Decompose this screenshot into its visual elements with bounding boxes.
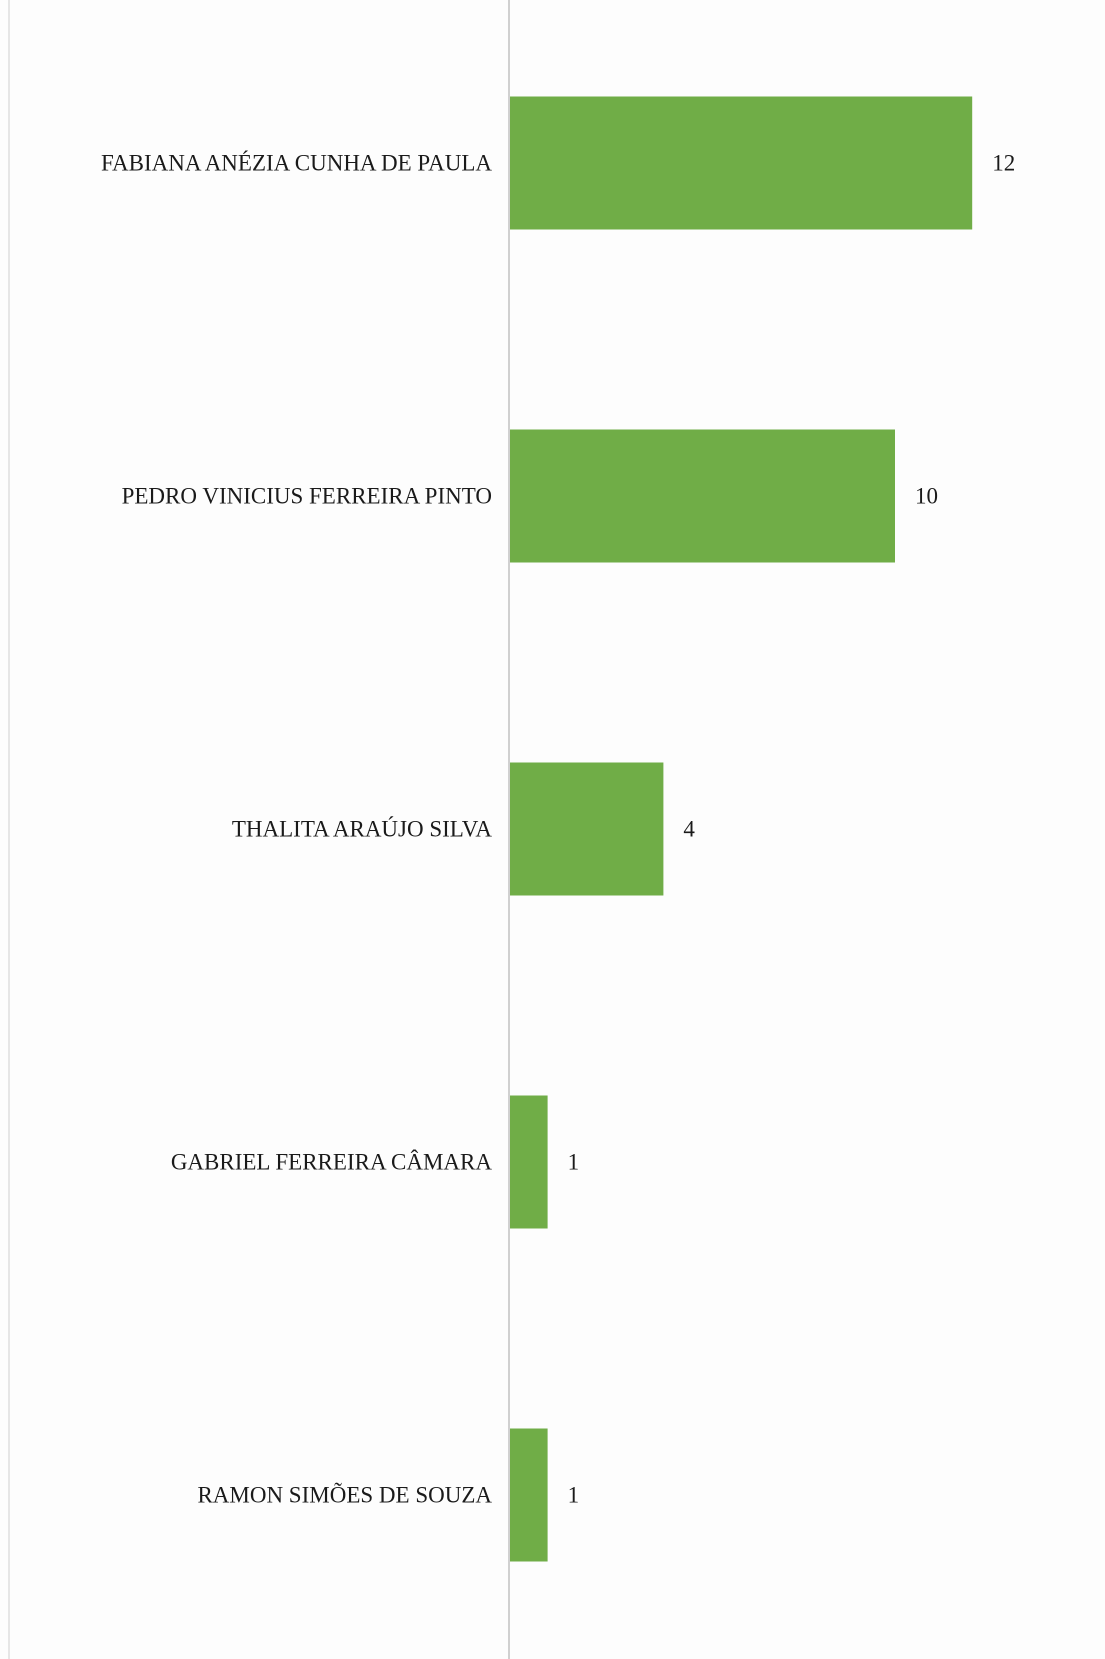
- category-label: THALITA ARAÚJO SILVA: [232, 816, 493, 842]
- category-label: FABIANA ANÉZIA CUNHA DE PAULA: [101, 151, 492, 176]
- bar-value-label: 1: [568, 1150, 580, 1175]
- bar: [509, 96, 973, 230]
- bar-value-label: 10: [915, 484, 938, 509]
- bar: [509, 1095, 548, 1229]
- bar: [509, 1428, 548, 1562]
- bar-value-label: 1: [568, 1483, 580, 1508]
- labels-layer: FABIANA ANÉZIA CUNHA DE PAULA 12 PEDRO VIN…: [101, 151, 1015, 1508]
- category-label: GABRIEL FERREIRA CÂMARA: [171, 1150, 493, 1175]
- bar-value-label: 4: [683, 817, 695, 842]
- bar: [509, 429, 895, 563]
- bar-value-label: 12: [992, 151, 1015, 176]
- bars-layer: [509, 96, 973, 1562]
- bar: [509, 762, 664, 896]
- category-label: RAMON SIMÕES DE SOUZA: [197, 1482, 492, 1508]
- category-label: PEDRO VINICIUS FERREIRA PINTO: [122, 484, 492, 509]
